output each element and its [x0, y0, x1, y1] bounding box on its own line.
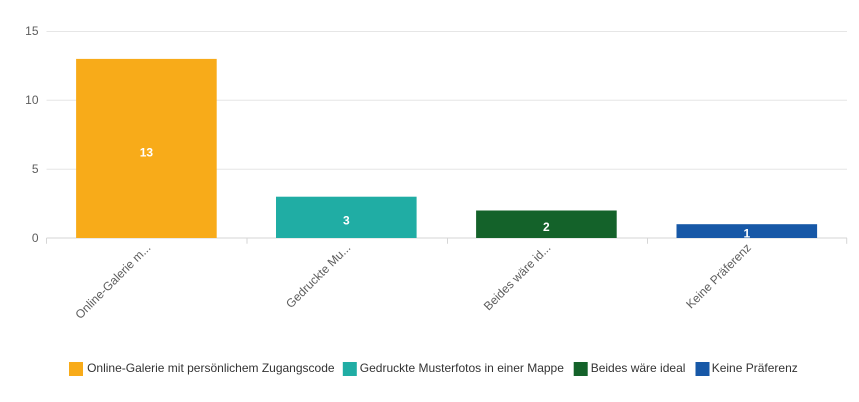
svg-text:Keine Präferenz: Keine Präferenz — [712, 361, 798, 375]
svg-text:1: 1 — [743, 227, 750, 241]
svg-text:Gedruckte Mu...: Gedruckte Mu... — [283, 241, 353, 311]
svg-text:Keine Präferenz: Keine Präferenz — [683, 241, 754, 312]
svg-text:Gedruckte Musterfotos in einer: Gedruckte Musterfotos in einer Mappe — [360, 361, 564, 375]
svg-text:Online-Galerie mit persönliche: Online-Galerie mit persönlichem Zugangsc… — [87, 361, 335, 375]
svg-text:3: 3 — [343, 213, 350, 227]
svg-text:0: 0 — [32, 231, 39, 245]
svg-text:10: 10 — [25, 93, 39, 107]
svg-text:Beides wäre id...: Beides wäre id... — [481, 241, 554, 314]
svg-text:Beides wäre ideal: Beides wäre ideal — [591, 361, 686, 375]
svg-text:15: 15 — [25, 24, 39, 38]
svg-text:13: 13 — [140, 146, 154, 160]
svg-text:2: 2 — [543, 220, 550, 234]
svg-text:5: 5 — [32, 162, 39, 176]
svg-text:Online-Galerie m...: Online-Galerie m... — [72, 241, 153, 322]
